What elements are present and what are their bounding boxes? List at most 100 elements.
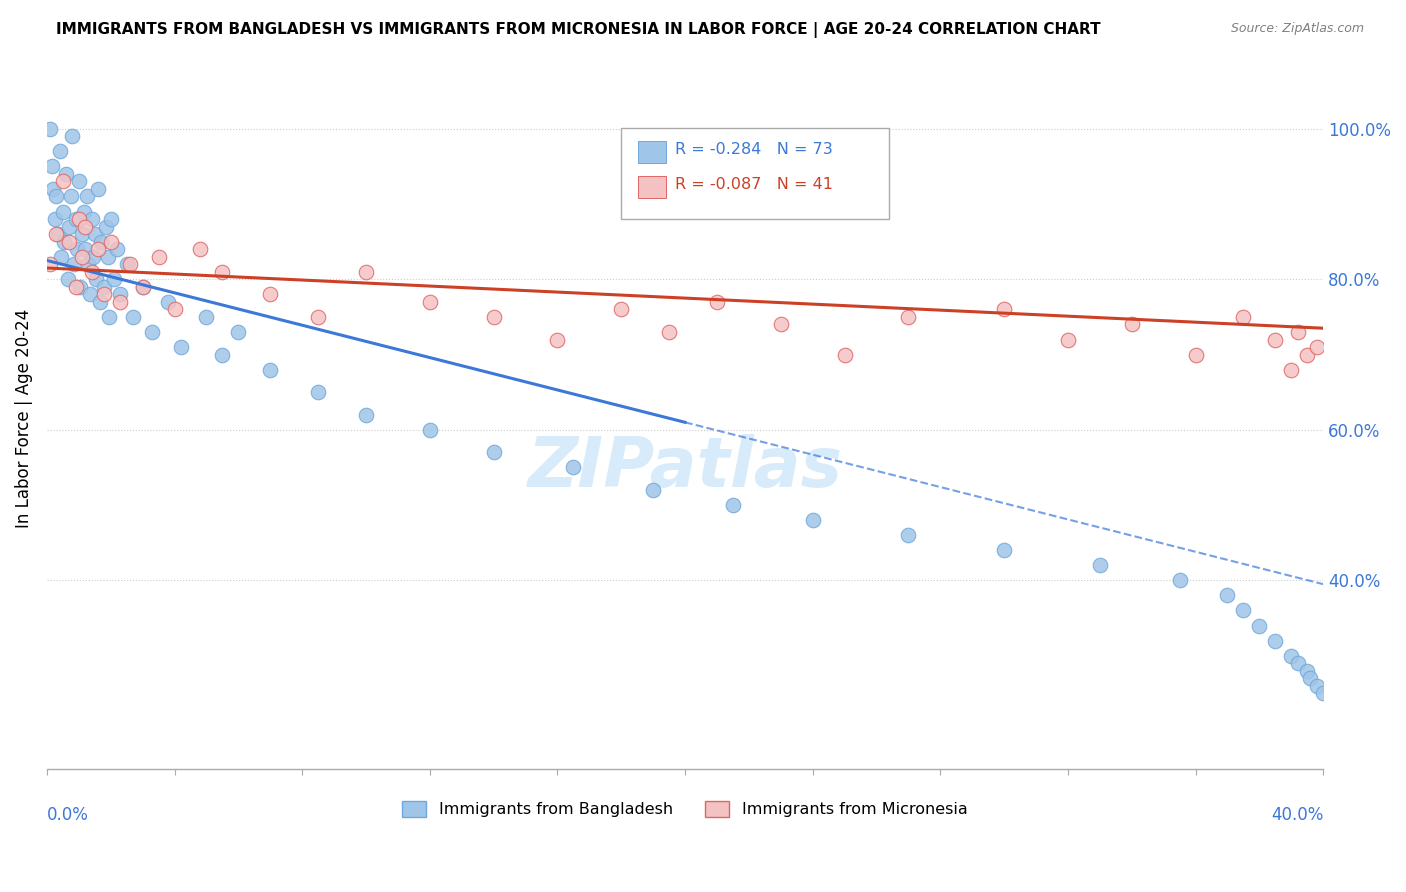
- Point: [83, 227, 105, 241]
- Point: [90, 235, 112, 249]
- Point: [45, 227, 67, 241]
- Point: [87, 242, 110, 256]
- Point: [70, 227, 93, 241]
- Point: [307, 310, 329, 324]
- Point: [55, 167, 77, 181]
- Text: R = -0.087   N = 41: R = -0.087 N = 41: [675, 177, 832, 192]
- Point: [163, 302, 186, 317]
- Point: [188, 242, 211, 256]
- Point: [89, 294, 111, 309]
- Point: [769, 318, 792, 332]
- Point: [62, 129, 84, 144]
- Point: [75, 219, 97, 234]
- Point: [80, 265, 103, 279]
- Point: [1279, 362, 1302, 376]
- Point: [1279, 648, 1302, 663]
- Point: [141, 325, 163, 339]
- Point: [1232, 310, 1254, 324]
- Text: R = -0.284   N = 73: R = -0.284 N = 73: [675, 142, 832, 156]
- Point: [48, 145, 70, 159]
- Point: [993, 543, 1015, 558]
- Point: [1168, 574, 1191, 588]
- Point: [1232, 603, 1254, 617]
- Point: [41, 160, 63, 174]
- Point: [93, 280, 115, 294]
- Y-axis label: In Labor Force | Age 20-24: In Labor Force | Age 20-24: [15, 309, 32, 528]
- Point: [131, 280, 153, 294]
- Point: [211, 347, 233, 361]
- Point: [610, 302, 633, 317]
- Point: [67, 174, 90, 188]
- Point: [56, 272, 79, 286]
- Point: [228, 325, 250, 339]
- FancyBboxPatch shape: [638, 141, 666, 163]
- Point: [87, 182, 110, 196]
- Text: ZIPatlas: ZIPatlas: [527, 434, 842, 501]
- Point: [122, 310, 145, 324]
- Point: [131, 280, 153, 294]
- Point: [52, 174, 75, 188]
- Legend: Immigrants from Bangladesh, Immigrants from Micronesia: Immigrants from Bangladesh, Immigrants f…: [396, 794, 974, 823]
- FancyBboxPatch shape: [621, 128, 889, 219]
- Point: [1286, 325, 1309, 339]
- Point: [1296, 664, 1319, 678]
- Point: [42, 182, 65, 196]
- Point: [211, 265, 233, 279]
- Point: [75, 242, 97, 256]
- Point: [993, 302, 1015, 317]
- Point: [1121, 318, 1143, 332]
- Point: [148, 250, 170, 264]
- Point: [39, 121, 62, 136]
- Point: [58, 235, 80, 249]
- Point: [1057, 333, 1080, 347]
- Point: [354, 265, 377, 279]
- Point: [643, 483, 665, 497]
- Point: [259, 362, 281, 376]
- Text: 0.0%: 0.0%: [46, 806, 89, 824]
- Point: [1306, 679, 1329, 693]
- Point: [658, 325, 681, 339]
- Point: [93, 287, 115, 301]
- Point: [100, 235, 122, 249]
- Point: [39, 257, 62, 271]
- Point: [65, 212, 87, 227]
- Point: [1312, 686, 1334, 700]
- Point: [259, 287, 281, 301]
- Point: [721, 498, 744, 512]
- Point: [834, 347, 856, 361]
- Point: [1088, 558, 1111, 573]
- Point: [66, 242, 89, 256]
- Point: [354, 408, 377, 422]
- Point: [44, 212, 66, 227]
- Point: [103, 272, 125, 286]
- Point: [195, 310, 218, 324]
- Point: [1216, 589, 1239, 603]
- Point: [69, 280, 91, 294]
- Point: [67, 212, 90, 227]
- Point: [94, 219, 117, 234]
- Point: [419, 423, 441, 437]
- Point: [118, 257, 141, 271]
- Point: [801, 513, 824, 527]
- Point: [482, 310, 505, 324]
- Point: [115, 257, 138, 271]
- Point: [110, 287, 132, 301]
- Point: [53, 235, 76, 249]
- Point: [70, 250, 93, 264]
- Point: [96, 250, 118, 264]
- Point: [562, 460, 585, 475]
- Point: [1306, 340, 1329, 354]
- Point: [546, 333, 568, 347]
- Point: [897, 310, 920, 324]
- Point: [46, 227, 69, 241]
- Point: [706, 294, 728, 309]
- Point: [110, 294, 132, 309]
- Point: [51, 250, 73, 264]
- Point: [897, 528, 920, 542]
- Point: [1299, 671, 1322, 685]
- Point: [63, 257, 86, 271]
- Point: [1184, 347, 1206, 361]
- Point: [65, 280, 87, 294]
- Point: [45, 189, 67, 203]
- Point: [77, 257, 100, 271]
